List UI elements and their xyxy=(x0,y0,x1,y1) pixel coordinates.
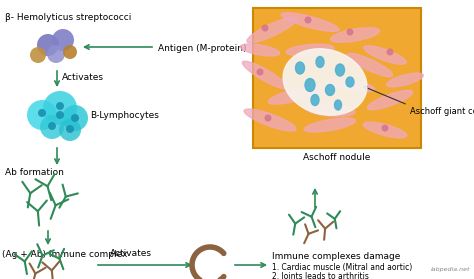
Ellipse shape xyxy=(286,44,334,56)
Circle shape xyxy=(382,124,389,131)
Ellipse shape xyxy=(326,85,335,95)
Ellipse shape xyxy=(311,95,319,105)
Ellipse shape xyxy=(240,44,280,56)
Ellipse shape xyxy=(268,86,321,104)
Ellipse shape xyxy=(347,53,393,77)
Text: (Ag + Ab) Immune complex: (Ag + Ab) Immune complex xyxy=(2,250,128,259)
Text: B-Lymphocytes: B-Lymphocytes xyxy=(90,110,159,119)
Circle shape xyxy=(56,102,64,110)
Text: 2. Joints leads to arthritis: 2. Joints leads to arthritis xyxy=(272,272,369,279)
Ellipse shape xyxy=(346,77,354,87)
Ellipse shape xyxy=(363,122,407,138)
Text: β- Hemolyticus streptococci: β- Hemolyticus streptococci xyxy=(5,13,131,22)
Circle shape xyxy=(256,69,264,76)
Text: Ab formation: Ab formation xyxy=(5,168,64,177)
Circle shape xyxy=(63,45,77,59)
Circle shape xyxy=(27,100,57,130)
Circle shape xyxy=(62,105,88,131)
Circle shape xyxy=(346,28,354,35)
Circle shape xyxy=(48,122,56,130)
Ellipse shape xyxy=(367,90,413,110)
Ellipse shape xyxy=(330,28,380,42)
Ellipse shape xyxy=(316,57,324,68)
Ellipse shape xyxy=(247,17,297,43)
Circle shape xyxy=(386,49,393,56)
Ellipse shape xyxy=(242,61,288,89)
Ellipse shape xyxy=(325,78,374,92)
Ellipse shape xyxy=(305,104,355,116)
Circle shape xyxy=(59,119,81,141)
Circle shape xyxy=(66,125,74,133)
Circle shape xyxy=(56,111,64,119)
Circle shape xyxy=(304,16,311,23)
Text: 1. Cardiac muscle (Mitral and aortic): 1. Cardiac muscle (Mitral and aortic) xyxy=(272,263,412,272)
Circle shape xyxy=(52,29,74,51)
Ellipse shape xyxy=(281,13,339,32)
Circle shape xyxy=(71,114,79,122)
Circle shape xyxy=(262,25,268,32)
Text: Immune complexes damage: Immune complexes damage xyxy=(272,252,401,261)
Circle shape xyxy=(30,47,46,63)
Circle shape xyxy=(43,91,77,125)
Text: Antigen (M-protein): Antigen (M-protein) xyxy=(158,44,246,53)
FancyBboxPatch shape xyxy=(253,8,421,148)
Text: labpedia.net: labpedia.net xyxy=(430,267,470,272)
Circle shape xyxy=(37,34,59,56)
Ellipse shape xyxy=(387,73,423,87)
Ellipse shape xyxy=(364,46,406,64)
Text: Aschoff giant cell: Aschoff giant cell xyxy=(410,107,474,116)
Circle shape xyxy=(264,114,272,121)
Circle shape xyxy=(38,109,46,117)
Ellipse shape xyxy=(283,49,367,115)
Ellipse shape xyxy=(295,62,304,74)
Text: Activates: Activates xyxy=(110,249,152,258)
Ellipse shape xyxy=(335,100,341,110)
Text: Activates: Activates xyxy=(62,73,104,81)
Circle shape xyxy=(47,45,65,63)
Text: Aschoff nodule: Aschoff nodule xyxy=(303,153,371,162)
Ellipse shape xyxy=(305,78,315,92)
Circle shape xyxy=(40,115,64,139)
Ellipse shape xyxy=(304,118,356,132)
Ellipse shape xyxy=(336,64,345,76)
Ellipse shape xyxy=(244,109,296,131)
